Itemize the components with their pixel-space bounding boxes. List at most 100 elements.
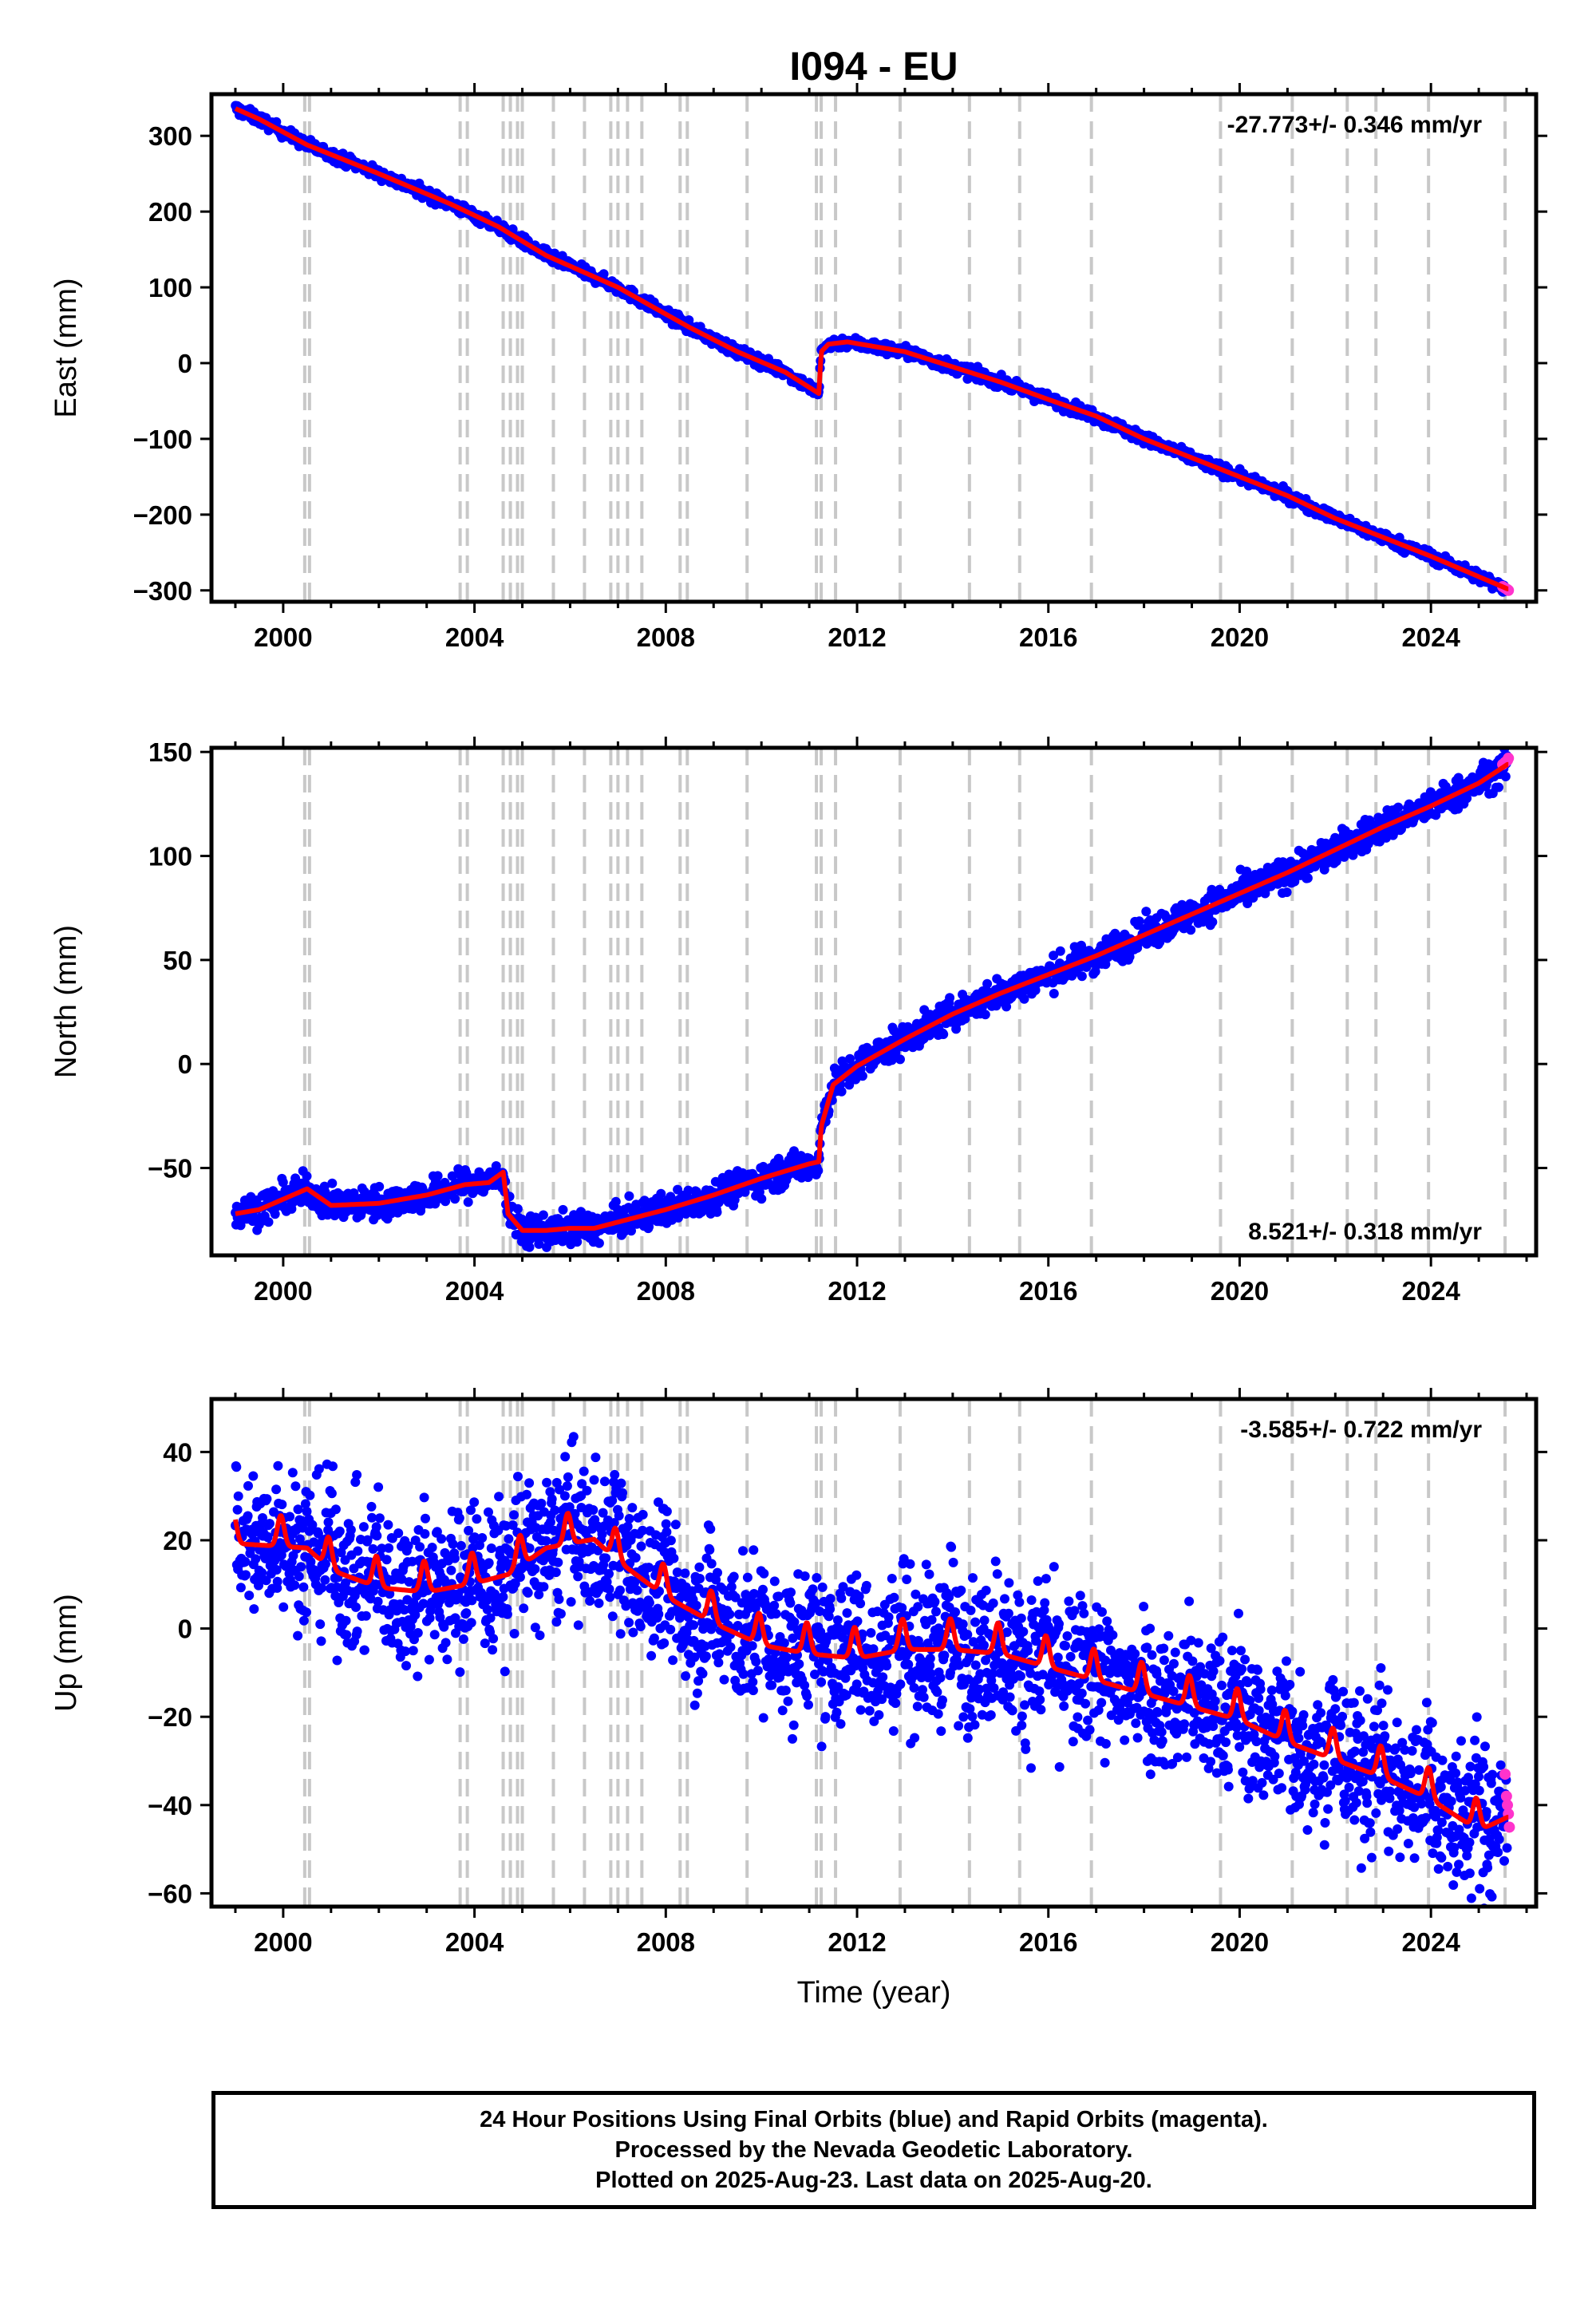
data-point — [305, 1490, 315, 1500]
model-curve — [234, 106, 1510, 591]
data-point — [440, 1638, 451, 1648]
data-point — [541, 1535, 551, 1546]
data-point — [373, 1596, 383, 1607]
data-point — [241, 1570, 251, 1580]
data-point — [538, 1210, 548, 1220]
x-tick-label: 2020 — [1211, 622, 1269, 652]
data-point — [610, 1196, 621, 1207]
data-point — [554, 1594, 564, 1604]
data-point — [624, 1191, 634, 1201]
data-point — [352, 1626, 362, 1637]
data-point — [450, 1194, 460, 1204]
y-tick-label: 150 — [148, 737, 192, 767]
data-point — [813, 1165, 824, 1176]
data-point — [559, 1491, 570, 1501]
data-point — [332, 1655, 342, 1666]
data-point — [494, 1492, 504, 1502]
data-point — [372, 1531, 382, 1541]
data-point — [523, 1587, 533, 1598]
data-point — [448, 1539, 458, 1549]
x-tick-label: 2000 — [254, 622, 312, 652]
x-tick-label: 2004 — [445, 622, 504, 652]
data-point — [1500, 772, 1511, 781]
y-axis-label: North (mm) — [49, 925, 83, 1078]
data-point — [1055, 946, 1065, 956]
rate-annotation: 8.521+/- 0.318 mm/yr — [1248, 1219, 1482, 1245]
x-tick-label: 2012 — [828, 1276, 886, 1306]
data-point — [1302, 873, 1313, 883]
data-point — [1282, 887, 1292, 897]
data-point — [857, 1071, 867, 1081]
data-point — [442, 1654, 452, 1665]
data-point — [513, 1472, 523, 1482]
data-point — [480, 1638, 490, 1649]
data-point — [285, 1512, 295, 1522]
chart-title: I094 - EU — [789, 44, 958, 89]
data-point — [296, 1562, 306, 1572]
data-point — [306, 1557, 316, 1567]
data-point — [433, 1171, 443, 1181]
data-point — [945, 993, 955, 1003]
data-point — [233, 1491, 243, 1501]
data-point — [270, 1209, 280, 1219]
data-point — [287, 1197, 298, 1207]
y-tick-label: 100 — [148, 273, 192, 302]
data-point — [891, 1047, 901, 1057]
data-point — [352, 1470, 362, 1480]
data-point — [429, 1630, 440, 1640]
data-point — [463, 1197, 473, 1207]
data-point — [264, 1519, 275, 1529]
y-tick-label: 100 — [148, 842, 192, 871]
data-point — [278, 1177, 288, 1188]
data-point — [461, 1608, 472, 1618]
data-point — [248, 1471, 259, 1481]
plot-area — [231, 94, 1515, 602]
data-point — [484, 1558, 494, 1568]
data-point — [502, 1609, 512, 1619]
data-point — [249, 1604, 259, 1614]
data-point — [712, 1207, 722, 1217]
data-point — [413, 1671, 423, 1682]
data-point — [1001, 1002, 1012, 1012]
data-point — [472, 1514, 482, 1524]
data-point — [298, 1582, 309, 1592]
data-point — [982, 978, 993, 989]
data-point — [421, 1513, 430, 1524]
data-point — [427, 1543, 437, 1552]
data-point — [488, 1645, 498, 1655]
data-point — [415, 1542, 425, 1552]
data-point — [539, 1582, 549, 1592]
data-point — [446, 1565, 456, 1575]
x-tick-label: 2008 — [637, 1276, 695, 1306]
data-point — [504, 1534, 514, 1544]
data-point — [594, 1238, 604, 1248]
y-axis-label: East (mm) — [49, 278, 83, 417]
data-point — [251, 1554, 261, 1564]
data-point — [455, 1667, 465, 1678]
data-point — [366, 1501, 377, 1512]
data-point — [562, 1481, 572, 1491]
data-point — [419, 1492, 429, 1503]
data-point — [293, 1630, 303, 1641]
plot-frame — [209, 92, 1539, 604]
data-point — [437, 1534, 447, 1544]
data-point — [231, 1462, 242, 1472]
data-point — [1141, 907, 1152, 917]
y-tick-label: −100 — [133, 425, 192, 454]
data-point — [674, 1212, 683, 1223]
y-tick-label: −300 — [133, 576, 192, 606]
data-point — [1494, 782, 1503, 792]
data-point — [341, 1615, 351, 1626]
data-point — [351, 1602, 361, 1612]
data-point — [290, 1481, 301, 1492]
data-point — [524, 1242, 535, 1252]
data-point — [1049, 989, 1059, 998]
data-point — [361, 1611, 371, 1621]
data-point — [1049, 951, 1059, 961]
plot-frame — [209, 745, 1539, 1258]
data-point — [509, 1629, 519, 1638]
final-orbit-points — [231, 748, 1512, 1252]
